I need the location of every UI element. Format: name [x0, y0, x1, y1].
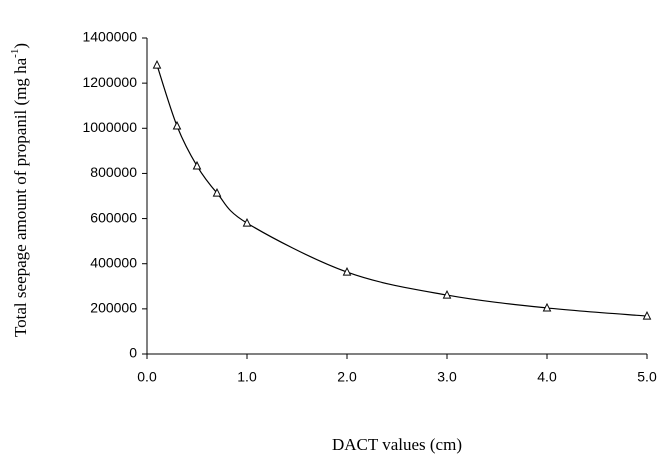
y-tick-label: 600000 — [90, 209, 137, 225]
x-tick-label: 1.0 — [237, 369, 257, 385]
y-tick-label: 800000 — [90, 164, 137, 180]
marker — [542, 302, 552, 312]
y-axis-title-sup: -1 — [9, 49, 21, 58]
marker — [242, 217, 252, 227]
x-tick-label: 2.0 — [337, 369, 357, 385]
marker — [172, 120, 182, 130]
y-axis-title-text: Total seepage amount of propanil (mg ha — [11, 57, 30, 337]
y-tick-label: 1000000 — [82, 119, 137, 135]
marker — [212, 187, 222, 197]
y-tick-label: 1400000 — [82, 29, 137, 45]
y-axis-title: Total seepage amount of propanil (mg ha-… — [9, 43, 30, 337]
x-axis-title: DACT values (cm) — [332, 435, 462, 454]
marker — [192, 160, 202, 170]
y-tick-label: 400000 — [90, 254, 137, 270]
x-tick-label: 3.0 — [437, 369, 457, 385]
y-tick-label: 1200000 — [82, 74, 137, 90]
marker — [152, 59, 162, 69]
y-axis-title-suffix: ) — [11, 43, 30, 49]
marker — [642, 310, 652, 320]
y-tick-label: 0 — [129, 345, 137, 361]
curve — [156, 64, 648, 317]
y-tick-label: 200000 — [90, 300, 137, 316]
marker — [442, 289, 452, 299]
marker — [342, 266, 352, 276]
x-tick-label: 5.0 — [637, 369, 657, 385]
x-tick-label: 0.0 — [137, 369, 157, 385]
x-tick-label: 4.0 — [537, 369, 557, 385]
